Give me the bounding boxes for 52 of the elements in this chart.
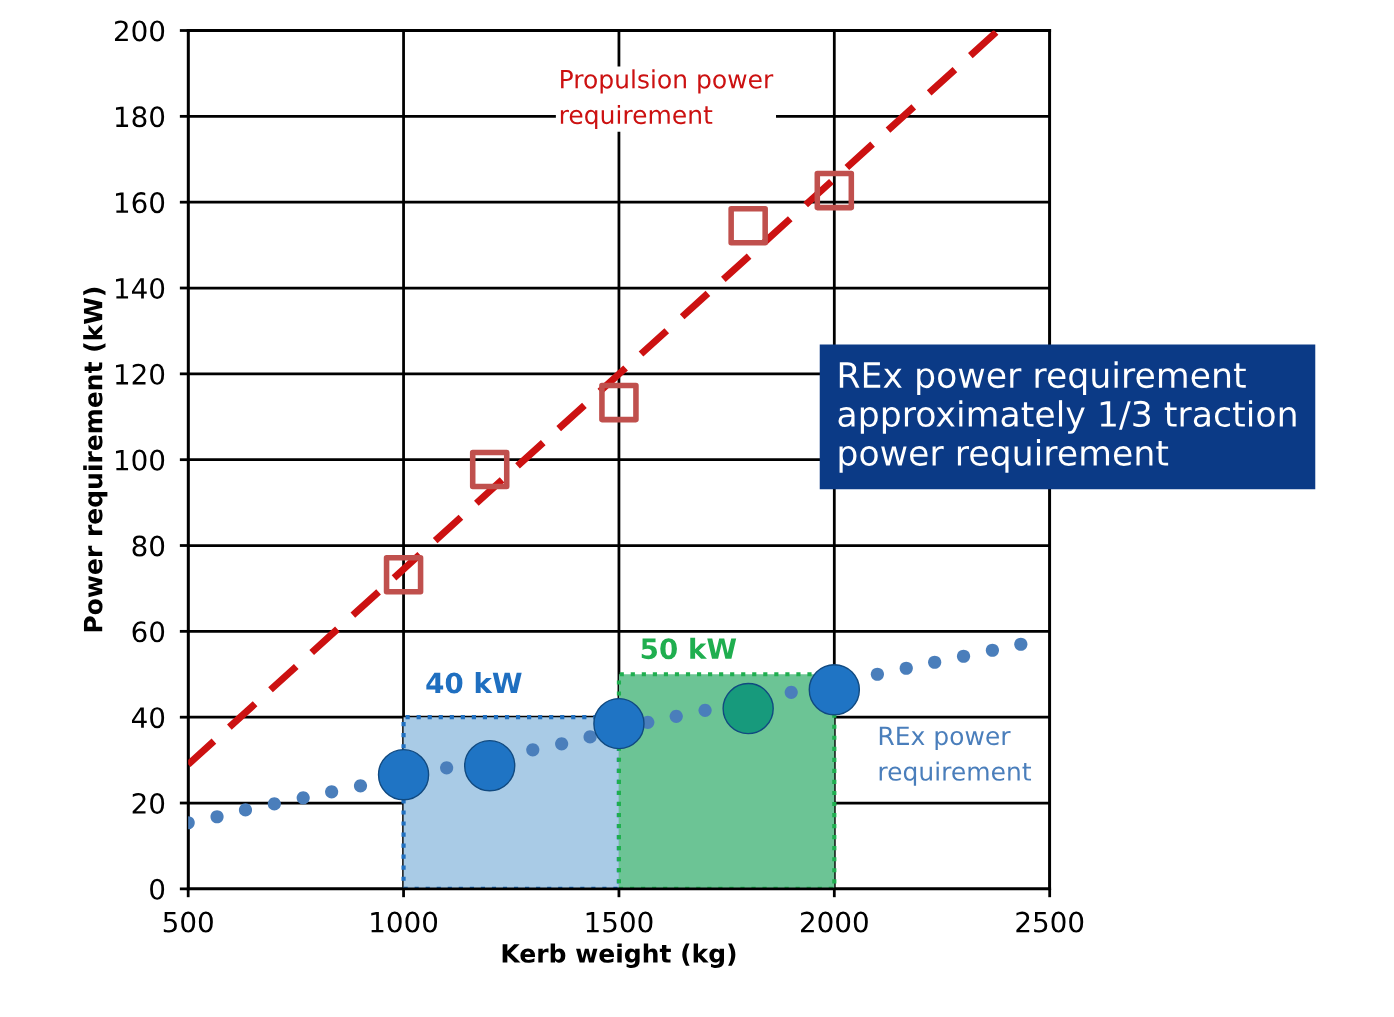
- y-tick-label: 180: [116, 106, 165, 128]
- y-tick-label: 60: [132, 621, 165, 643]
- point: [870, 667, 884, 681]
- x-tick-label: 1000: [371, 911, 438, 933]
- y-tick-label: 120: [116, 363, 165, 385]
- point: [599, 382, 639, 423]
- point: [267, 797, 281, 811]
- point: [325, 785, 339, 799]
- y-tick-label: 200: [114, 20, 165, 42]
- y-tick-label: 160: [116, 192, 165, 214]
- annotation: Propulsion power requirement: [560, 69, 774, 130]
- x-axis-title: Kerb weight (kg): [502, 943, 736, 968]
- point: [383, 554, 424, 595]
- annotation: 40 kW: [426, 671, 522, 694]
- point: [583, 730, 597, 744]
- point: [814, 170, 855, 211]
- point: [899, 661, 913, 675]
- y-tick-label: 20: [132, 792, 165, 814]
- x-tick-label: 1500: [586, 911, 653, 933]
- point: [956, 649, 971, 663]
- point: [377, 748, 430, 801]
- x-tick-label: 2000: [801, 911, 868, 933]
- point: [722, 682, 774, 735]
- point: [928, 655, 942, 669]
- point: [210, 810, 224, 824]
- point: [463, 739, 516, 792]
- point: [784, 685, 798, 699]
- y-tick-label: 80: [132, 535, 165, 557]
- x-tick-label: 500: [163, 911, 213, 933]
- y-tick-label: 40: [131, 707, 165, 729]
- annotation: REx power requirement approximately 1/3 traction power requirement: [838, 361, 1296, 473]
- point: [698, 703, 712, 717]
- point: [728, 205, 768, 246]
- point: [526, 743, 540, 757]
- point: [808, 663, 861, 716]
- point: [1014, 637, 1028, 651]
- y-tick-label: 140: [116, 277, 165, 299]
- point: [296, 791, 310, 805]
- point: [469, 449, 510, 490]
- point: [440, 761, 454, 775]
- y-axis-title: Power requirement (kW): [83, 287, 108, 632]
- point: [985, 643, 999, 657]
- point: [238, 803, 253, 817]
- annotation: 50 kW: [641, 637, 737, 660]
- point: [593, 697, 645, 750]
- point: [669, 709, 683, 723]
- point: [555, 737, 569, 751]
- y-tick-label: 100: [116, 449, 165, 471]
- x-tick-label: 2500: [1016, 911, 1084, 933]
- annotation: REx power requirement: [879, 726, 1032, 786]
- point: [353, 779, 368, 793]
- y-tick-label: 0: [150, 878, 165, 900]
